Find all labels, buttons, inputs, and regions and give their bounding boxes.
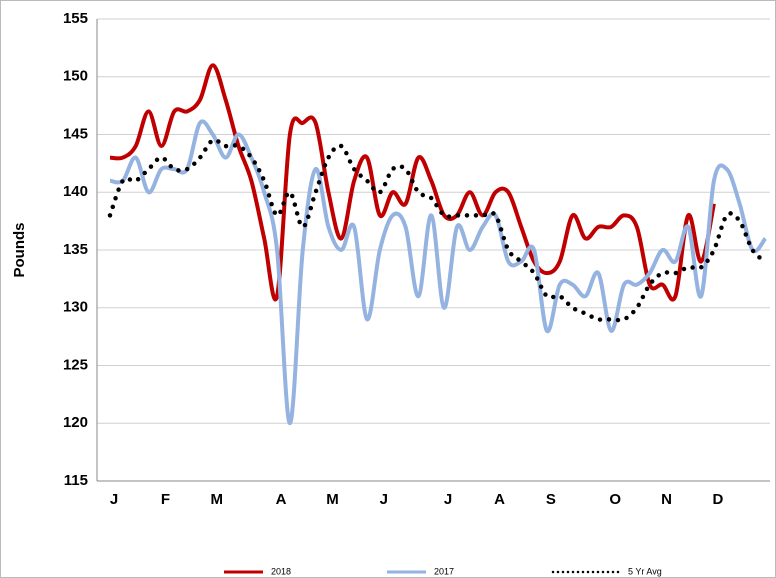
series-line [107,137,768,323]
y-tick-label: 120 [63,414,88,431]
x-tick-label: J [110,491,118,508]
y-tick-label: 140 [63,183,88,200]
y-tick-label: 150 [63,68,88,85]
x-tick-label: D [713,491,724,508]
x-tick-label: J [380,491,388,508]
x-tick-label: J [444,491,452,508]
x-tick-label: M [211,491,224,508]
series-line [109,63,716,302]
legend-label: 2018 [271,566,291,576]
series-line [109,119,767,426]
x-tick-label: M [326,491,339,508]
x-tick-label: A [494,491,505,508]
y-tick-label: 115 [64,472,88,489]
y-axis-label: Pounds [11,223,28,278]
x-tick-label: O [609,491,621,508]
legend-label: 5 Yr Avg [628,566,662,576]
x-tick-label: N [661,491,672,508]
y-tick-label: 125 [63,356,88,373]
x-tick-label: F [161,491,170,508]
y-tick-label: 130 [63,299,88,316]
x-tick-label: S [546,491,556,508]
y-tick-label: 145 [63,125,88,142]
legend-label: 2017 [434,566,454,576]
y-tick-label: 135 [63,241,88,258]
x-tick-label: A [276,491,287,508]
y-tick-label: 155 [63,10,88,27]
